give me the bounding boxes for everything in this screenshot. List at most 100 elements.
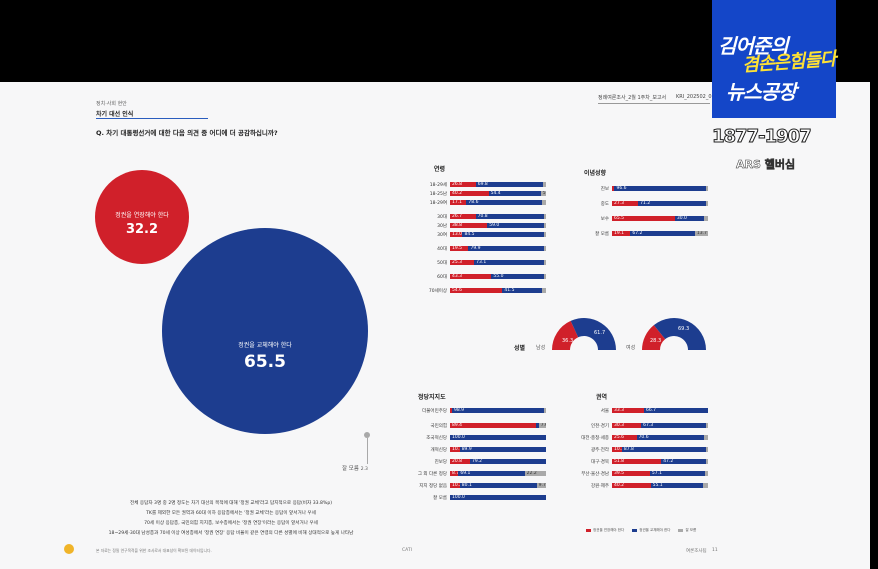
age-row-bar: 25.3 73.1	[450, 260, 546, 265]
region-row-label: 강원·제주	[591, 483, 609, 489]
region-row-bar: 40.2 55.1	[612, 483, 708, 488]
note-line-4: 18~29세·30대 남성층과 70세 이상 여성층에서 '정권 연장' 응답 …	[108, 531, 354, 536]
age-segment-gray	[543, 214, 546, 219]
broadcast-logo: 김어준의 겸손은힘들다 뉴스공장	[712, 0, 836, 118]
region-segment-blue: 55.1	[650, 483, 704, 488]
region-row-label: 대구·경북	[591, 459, 609, 465]
party-row-bar: 100.0	[450, 435, 546, 440]
region-segment-red: 40.2	[612, 483, 651, 488]
region-segment-gray	[706, 447, 708, 452]
party-segment-gray: 9.7	[536, 483, 546, 488]
age-segment-gray	[544, 260, 546, 265]
title-underline	[96, 118, 208, 119]
party-row-label: 그 외 다른 정당	[417, 471, 447, 477]
party-segment-blue: 80.1	[459, 483, 537, 488]
party-segment-red	[450, 408, 452, 413]
party-row-bar: 100.0	[450, 495, 546, 500]
age-segment-blue: 41.5	[502, 288, 543, 293]
region-row-bar: 33.3 66.7	[612, 408, 708, 413]
legend-extend: 정권을 연장해야 한다	[586, 528, 624, 533]
age-title: 연령	[434, 166, 446, 173]
age-row-bar: 19.5 79.9	[450, 246, 546, 251]
age-segment-gray: 5.4	[540, 191, 546, 196]
age-segment-blue: 54.4	[488, 191, 541, 196]
region-row-label: 인천·경기	[591, 423, 609, 429]
region-segment-red: 10.3	[612, 447, 622, 452]
ideology-segment-gray	[706, 201, 708, 206]
age-segment-blue: 69.8	[475, 182, 543, 187]
ideology-segment-gray	[703, 216, 708, 221]
region-segment-gray	[704, 471, 708, 476]
region-segment-red: 25.6	[612, 435, 637, 440]
ideology-row-label: 잘 모름	[595, 231, 609, 237]
age-row-bar: 26.8 69.8	[450, 182, 546, 187]
age-row-label: 18-29여	[429, 200, 447, 206]
male-blue-arc	[570, 318, 616, 350]
ideology-row-label: 중도	[600, 201, 609, 207]
ars-sub: ARS 헬버심	[736, 158, 796, 172]
age-segment-blue: 70.8	[475, 214, 544, 219]
gender-male-chart: 36.3 61.7	[552, 318, 616, 350]
age-segment-blue: 59.0	[487, 223, 544, 228]
topic-title: 차기 대선 인식	[96, 111, 134, 118]
region-segment-blue: 87.8	[621, 447, 706, 452]
party-row-label: 조국혁신당	[426, 435, 447, 441]
report-code: KRI_202502_0	[676, 94, 712, 100]
age-segment-red: 13.0	[450, 232, 463, 237]
footer-page: 11	[712, 548, 718, 553]
gender-title: 성별	[514, 345, 526, 352]
logo-line3: 뉴스공장	[726, 80, 797, 104]
age-segment-red: 17.1	[450, 200, 467, 205]
party-segment-blue	[535, 423, 539, 428]
party-row-label: 더불어민주당	[422, 408, 447, 414]
region-segment-blue: 66.7	[643, 408, 708, 413]
note-line-3: 70세 이상 응답층, 국민의힘 지지층, 보수층에서는 '정권 연장'이라는 …	[144, 521, 318, 526]
age-segment-gray	[544, 246, 546, 251]
party-row-bar: 20.8 79.2	[450, 459, 546, 464]
age-row-bar: 17.1 78.6	[450, 200, 546, 205]
age-row-label: 40대	[437, 246, 447, 252]
female-red-label: 28.3	[650, 338, 661, 344]
footer-cati: CATI	[402, 548, 412, 553]
region-segment-blue: 47.2	[661, 459, 706, 464]
party-segment-blue: 100.0	[450, 495, 546, 500]
bubble-extend: 정권을 연장해야 한다 32.2	[95, 170, 189, 264]
region-row-bar: 51.8 47.2	[612, 459, 708, 464]
age-segment-red: 26.7	[450, 214, 476, 219]
region-row-bar: 25.6 70.6	[612, 435, 708, 440]
ideology-segment-red: 19.1	[612, 231, 631, 236]
age-row-label: 70세이상	[428, 288, 447, 294]
region-segment-gray	[706, 459, 708, 464]
region-segment-red: 33.3	[612, 408, 644, 413]
age-row-label: 18-25남	[429, 191, 447, 197]
party-segment-gray	[544, 408, 546, 413]
region-segment-blue: 70.6	[636, 435, 705, 440]
ideology-segment-gray	[706, 186, 708, 191]
report-page: 정치·사회 현안 차기 대선 인식 정례여론조사_2월 1주차_보고서 KRI_…	[0, 82, 870, 569]
party-row-bar: 10.189.9	[450, 447, 546, 452]
legend: 정권을 연장해야 한다 정권을 교체해야 한다 잘 모름	[586, 528, 696, 533]
header-divider	[598, 103, 710, 104]
age-segment-red: 25.3	[450, 260, 475, 265]
age-row-label: 30여	[437, 232, 447, 238]
female-red-arc	[642, 325, 666, 350]
age-row-bar: 43.3 55.0	[450, 274, 546, 279]
age-row-bar: 38.8 59.0	[450, 223, 546, 228]
footer-logo-icon	[64, 544, 74, 554]
ideology-segment-blue: 96.6	[614, 186, 706, 191]
ideology-segment-red: 27.3	[612, 201, 639, 206]
region-row-bar: 10.387.8	[612, 447, 708, 452]
notes-block: 전체 응답자 3명 중 2명 정도는 차기 대선의 목적에 대해 '정권 교체'…	[96, 500, 366, 536]
party-row-label: 지지 정당 없음	[419, 483, 447, 489]
bubble-change-value: 65.5	[244, 352, 286, 372]
region-segment-gray	[705, 423, 708, 428]
party-segment-red: 10.2	[450, 483, 460, 488]
age-segment-blue: 55.0	[491, 274, 544, 279]
age-row-bar: 54.6 41.5	[450, 288, 546, 293]
legend-unknown: 잘 모름	[678, 528, 696, 533]
age-row-label: 30대	[437, 214, 447, 220]
ideology-segment-blue: 30.0	[674, 216, 704, 221]
age-segment-blue: 78.6	[466, 200, 542, 205]
party-row-bar: 98.9	[450, 408, 546, 413]
party-row-label: 개혁신당	[430, 447, 447, 453]
